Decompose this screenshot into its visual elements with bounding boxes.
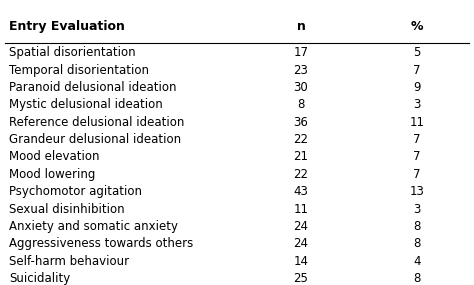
Text: Self-harm behaviour: Self-harm behaviour [9, 255, 129, 268]
Text: 24: 24 [293, 220, 309, 233]
Text: Sexual disinhibition: Sexual disinhibition [9, 203, 125, 216]
Text: 7: 7 [413, 133, 421, 146]
Text: Suicidality: Suicidality [9, 272, 71, 285]
Text: Spatial disorientation: Spatial disorientation [9, 46, 136, 59]
Text: 14: 14 [293, 255, 309, 268]
Text: Mood lowering: Mood lowering [9, 168, 96, 181]
Text: 24: 24 [293, 237, 309, 251]
Text: 9: 9 [413, 81, 421, 94]
Text: 3: 3 [413, 98, 421, 111]
Text: %: % [411, 20, 423, 33]
Text: 25: 25 [293, 272, 309, 285]
Text: 11: 11 [293, 203, 309, 216]
Text: Anxiety and somatic anxiety: Anxiety and somatic anxiety [9, 220, 179, 233]
Text: 30: 30 [293, 81, 309, 94]
Text: Psychomotor agitation: Psychomotor agitation [9, 185, 143, 198]
Text: Mystic delusional ideation: Mystic delusional ideation [9, 98, 163, 111]
Text: Mood elevation: Mood elevation [9, 150, 100, 164]
Text: 3: 3 [413, 203, 421, 216]
Text: 5: 5 [413, 46, 421, 59]
Text: 8: 8 [297, 98, 305, 111]
Text: 7: 7 [413, 168, 421, 181]
Text: n: n [297, 20, 305, 33]
Text: 13: 13 [410, 185, 425, 198]
Text: 17: 17 [293, 46, 309, 59]
Text: 8: 8 [413, 272, 421, 285]
Text: 8: 8 [413, 220, 421, 233]
Text: Temporal disorientation: Temporal disorientation [9, 64, 149, 77]
Text: Grandeur delusional ideation: Grandeur delusional ideation [9, 133, 182, 146]
Text: Paranoid delusional ideation: Paranoid delusional ideation [9, 81, 177, 94]
Text: Entry Evaluation: Entry Evaluation [9, 20, 125, 33]
Text: 23: 23 [293, 64, 309, 77]
Text: 36: 36 [293, 116, 309, 129]
Text: 8: 8 [413, 237, 421, 251]
Text: 43: 43 [293, 185, 309, 198]
Text: Reference delusional ideation: Reference delusional ideation [9, 116, 185, 129]
Text: 11: 11 [410, 116, 425, 129]
Text: 22: 22 [293, 133, 309, 146]
Text: 4: 4 [413, 255, 421, 268]
Text: Aggressiveness towards others: Aggressiveness towards others [9, 237, 194, 251]
Text: 22: 22 [293, 168, 309, 181]
Text: 7: 7 [413, 64, 421, 77]
Text: 21: 21 [293, 150, 309, 164]
Text: 7: 7 [413, 150, 421, 164]
